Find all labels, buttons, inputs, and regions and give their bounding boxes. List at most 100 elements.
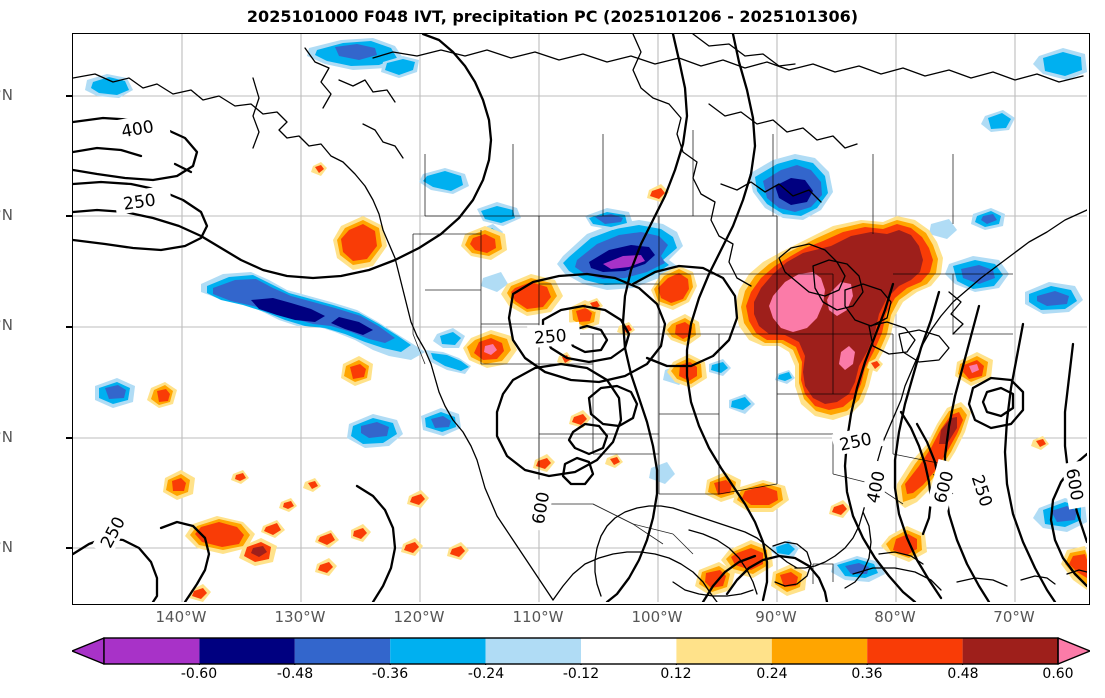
shade-neg	[731, 397, 751, 410]
y-tick-label: 20°N	[0, 538, 13, 556]
x-tick-label: 110°W	[512, 608, 564, 626]
shade-neg	[481, 206, 515, 223]
y-tick-label: 30°N	[0, 428, 13, 446]
shade-pos	[969, 364, 979, 373]
colorbar-tick-label: 0.24	[756, 666, 788, 682]
shade-pos	[157, 389, 170, 402]
shade-neg	[981, 214, 997, 224]
y-axis-tick	[66, 547, 72, 549]
contour-label-400: 400	[120, 117, 155, 142]
colorbar-band	[771, 638, 868, 664]
colorbar-over-arrow	[1057, 637, 1090, 665]
colorbar-tick-label: -0.48	[276, 666, 314, 682]
colorbar-tick-label: 0.36	[851, 666, 883, 682]
colorbar-tick-label: -0.24	[467, 666, 505, 682]
contour-labels: 400 250 250 600 250 600 400 250 600 250	[91, 111, 1087, 557]
shade-neg	[251, 298, 325, 322]
shade-pos	[780, 572, 798, 587]
contour-label-250: 250	[533, 326, 567, 349]
x-tick-label: 130°W	[274, 608, 326, 626]
shade-neg	[105, 385, 126, 399]
colorbar-tick-label: -0.12	[562, 666, 600, 682]
map-plot-area[interactable]: 400 250 250 600 250 600 400 250 600 250	[72, 33, 1090, 605]
shade-neg	[595, 214, 623, 224]
shade-neg	[361, 422, 389, 438]
colorbar-tick-label: -0.36	[371, 666, 409, 682]
colorbar-band	[485, 638, 581, 664]
shade-neg	[1037, 291, 1069, 306]
colorbar-tick-label: 0.12	[660, 666, 692, 682]
shade-pos	[658, 273, 689, 303]
colorbar-tick-label: 0.60	[1042, 666, 1074, 682]
y-axis-tick	[66, 95, 72, 97]
shade-neg	[481, 272, 508, 292]
contour-label-250: 250	[122, 190, 157, 214]
shade-neg	[1051, 506, 1077, 522]
y-tick-label: 40°N	[0, 316, 13, 334]
shade-pos	[484, 344, 497, 355]
colorbar-band	[962, 638, 1058, 664]
colorbar-tick-label: 0.48	[947, 666, 979, 682]
precip-pc-shading	[85, 38, 1087, 602]
shade-pos	[742, 486, 778, 505]
shade-neg	[649, 462, 675, 484]
x-tick-label: 80°W	[874, 608, 916, 626]
ivt-contours	[73, 34, 1087, 602]
shade-neg	[423, 171, 463, 191]
shade-pos	[839, 346, 855, 370]
shade-pos	[893, 534, 917, 555]
contour-label-250: 250	[967, 472, 996, 509]
map-state-borders	[412, 130, 1013, 584]
y-tick-label: 50°N	[0, 206, 13, 224]
y-axis-tick	[66, 437, 72, 439]
x-tick-label: 100°W	[631, 608, 683, 626]
shade-neg	[988, 113, 1011, 129]
colorbar-band	[199, 638, 295, 664]
colorbar-band	[867, 638, 963, 664]
colorbar-band	[294, 638, 391, 664]
shade-neg	[385, 59, 415, 75]
colorbar-band	[581, 638, 677, 664]
x-tick-label: 140°W	[155, 608, 207, 626]
x-tick-label: 120°W	[393, 608, 445, 626]
y-axis-tick	[66, 326, 72, 328]
shade-pos	[714, 480, 732, 495]
shade-neg	[776, 543, 795, 555]
y-tick-label: 60°N	[0, 86, 13, 104]
colorbar[interactable]	[72, 637, 1090, 665]
shade-neg	[331, 317, 373, 335]
shade-pos	[754, 230, 923, 404]
colorbar-under-arrow	[72, 637, 105, 665]
colorbar-svg	[72, 637, 1090, 665]
shade-neg	[440, 332, 461, 345]
map-canvas: 400 250 250 600 250 600 400 250 600 250	[73, 34, 1087, 602]
shade-pos	[705, 570, 726, 588]
shade-neg	[778, 372, 792, 381]
map-coastlines	[73, 34, 1087, 602]
shade-pos	[195, 522, 244, 547]
shade-neg	[711, 362, 728, 373]
shade-neg	[929, 219, 957, 239]
shade-neg	[91, 77, 129, 95]
contour-label-600: 600	[529, 490, 554, 525]
shade-neg	[1043, 52, 1082, 76]
shade-neg	[431, 416, 451, 428]
colorbar-band	[390, 638, 486, 664]
shade-pos	[675, 322, 692, 339]
colorbar-tick-label: -0.60	[180, 666, 218, 682]
x-tick-label: 70°W	[993, 608, 1035, 626]
shade-pos	[350, 364, 366, 379]
y-axis-tick	[66, 215, 72, 217]
shade-neg	[961, 265, 995, 284]
colorbar-band	[104, 638, 200, 664]
shade-pos	[341, 224, 377, 261]
shade-neg	[431, 353, 469, 371]
shade-pos	[172, 478, 186, 491]
shade-pos	[1069, 554, 1087, 578]
shade-neg	[775, 178, 813, 205]
shade-pos	[769, 272, 825, 332]
x-tick-label: 90°W	[755, 608, 797, 626]
chart-title: 2025101000 F048 IVT, precipitation PC (2…	[246, 7, 859, 26]
shade-neg	[335, 44, 377, 60]
